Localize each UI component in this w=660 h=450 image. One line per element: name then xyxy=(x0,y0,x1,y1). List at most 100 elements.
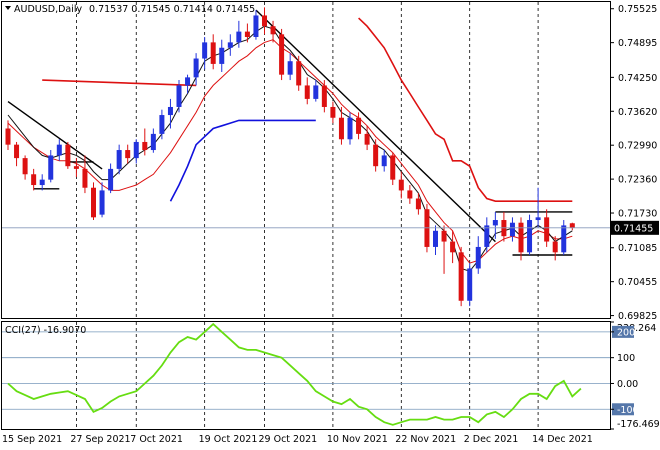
chart-header: AUDUSD,Daily 0.71537 0.71545 0.71414 0.7… xyxy=(5,4,255,15)
candle-body xyxy=(236,31,242,43)
candle-body xyxy=(544,217,550,242)
candle-body xyxy=(193,58,199,78)
candle-body xyxy=(176,85,182,107)
candle-body xyxy=(441,230,447,242)
price-tick-label: 0.71730 xyxy=(618,209,657,220)
cci-level-tag xyxy=(612,325,634,338)
candle-body xyxy=(116,150,122,169)
candle-body xyxy=(407,190,413,199)
candle-body xyxy=(99,190,105,215)
price-pane xyxy=(1,1,611,319)
candle-body xyxy=(527,220,533,253)
lower-band-line xyxy=(169,119,316,202)
candle-body xyxy=(415,198,421,210)
candle-body xyxy=(552,241,558,253)
candle-body xyxy=(450,241,456,253)
upper-band-line xyxy=(358,17,573,202)
cci-pane xyxy=(1,321,611,430)
candle-body xyxy=(91,187,96,218)
candle-body xyxy=(561,225,567,253)
candle-body xyxy=(185,77,191,86)
date-tick-label: 10 Nov 2021 xyxy=(327,434,388,445)
candle-body xyxy=(467,268,473,301)
candle-body xyxy=(484,225,490,247)
date-axis: 15 Sep 2021 27 Sep 2021 7 Oct 2021 19 Oct 2… xyxy=(2,434,593,445)
current-price-label: 0.71455 xyxy=(614,223,653,234)
candle-body xyxy=(270,26,276,35)
candle-body xyxy=(509,222,515,237)
candle-body xyxy=(108,168,114,191)
price-tick-label: 0.73620 xyxy=(618,107,657,118)
candle-body xyxy=(73,166,79,169)
candle-body xyxy=(475,246,481,269)
candle-body xyxy=(262,15,267,27)
trendlines xyxy=(7,9,573,256)
ohlc-values: 0.71537 0.71545 0.71414 0.71455 xyxy=(89,4,255,15)
price-bands xyxy=(42,17,573,202)
price-tick-label: 0.72360 xyxy=(618,175,657,186)
candle-body xyxy=(398,179,404,191)
candle-body xyxy=(338,117,344,140)
date-tick-label: 15 Sep 2021 xyxy=(2,434,62,445)
candle-body xyxy=(287,61,293,75)
candle-body xyxy=(159,115,165,134)
cci-level-tag xyxy=(612,403,634,416)
candle-body xyxy=(48,155,54,180)
triangle-down-icon xyxy=(5,6,11,10)
cci-tick-label: 0.00 xyxy=(617,379,638,390)
candle-body xyxy=(458,252,464,301)
candle-body xyxy=(227,42,233,48)
candle-body xyxy=(82,168,88,188)
candle-body xyxy=(304,85,310,99)
cci-tick-label: 238.264 xyxy=(617,323,656,334)
candle-body xyxy=(150,133,156,151)
cci-label: CCI(27) -16.9070 xyxy=(5,325,86,336)
candle-body xyxy=(65,144,71,167)
candle-body xyxy=(253,15,259,37)
date-tick-label: 22 Nov 2021 xyxy=(395,434,456,445)
candle-body xyxy=(356,117,362,134)
candle-body xyxy=(321,85,327,107)
candle-body xyxy=(373,144,379,167)
candle-body xyxy=(279,34,285,75)
candle-body xyxy=(244,31,250,37)
candle-body xyxy=(219,47,225,64)
price-tick-label: 0.75525 xyxy=(618,4,657,15)
current-price-tag xyxy=(611,220,659,235)
candle-body xyxy=(56,144,62,156)
candle-body xyxy=(313,85,319,99)
candle-body xyxy=(330,106,336,118)
candle-body xyxy=(381,155,387,167)
candle-body xyxy=(31,174,37,186)
candle-body xyxy=(5,128,11,145)
date-tick-label: 19 Oct 2021 xyxy=(199,434,258,445)
date-tick-label: 14 Dec 2021 xyxy=(532,434,593,445)
price-axis: 0.75525 0.74895 0.74250 0.73620 0.72990 0.723… xyxy=(2,4,659,322)
candle-body xyxy=(167,106,173,116)
price-tick-label: 0.74895 xyxy=(618,38,657,49)
candle-body xyxy=(142,141,148,151)
candle-body xyxy=(535,217,541,221)
upper-band-line xyxy=(42,79,197,87)
cci-tick-label: -100 xyxy=(617,405,639,416)
price-tick-label: 0.70455 xyxy=(618,277,657,288)
candle-body xyxy=(14,144,20,159)
price-tick-label: 0.71085 xyxy=(618,243,657,254)
candle-body xyxy=(433,230,438,247)
cci-tick-label: -176.4695 xyxy=(617,419,660,430)
price-tick-label: 0.72990 xyxy=(618,141,657,152)
candle-body xyxy=(202,42,208,59)
candle-body xyxy=(518,222,524,253)
date-tick-label: 7 Oct 2021 xyxy=(130,434,183,445)
cci-tick-label: 100 xyxy=(617,353,635,364)
candle-body xyxy=(364,133,370,145)
candle-body xyxy=(390,155,396,180)
candle-body xyxy=(133,141,139,159)
candle-body xyxy=(492,220,498,226)
price-tick-label: 0.69825 xyxy=(618,311,657,322)
trendline xyxy=(7,101,103,170)
trendline xyxy=(255,9,496,243)
cci-line xyxy=(7,322,582,426)
